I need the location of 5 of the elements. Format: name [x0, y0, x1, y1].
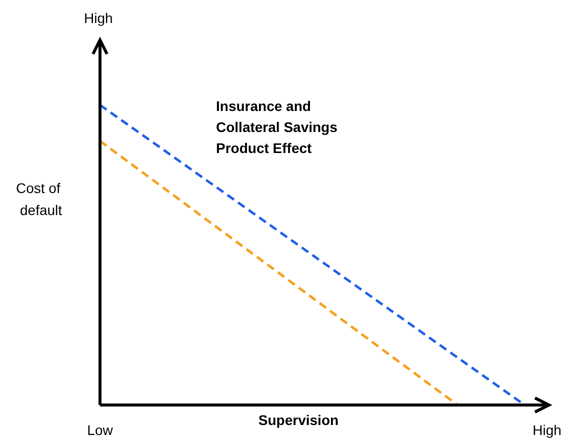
x-tick-label: Low	[87, 422, 114, 438]
annotation: Insurance and Collateral Savings Product Effect	[216, 97, 338, 158]
text: High	[84, 10, 113, 26]
x-axis-title: Supervision	[258, 412, 339, 428]
y-axis-title: Cost of default	[16, 180, 62, 218]
